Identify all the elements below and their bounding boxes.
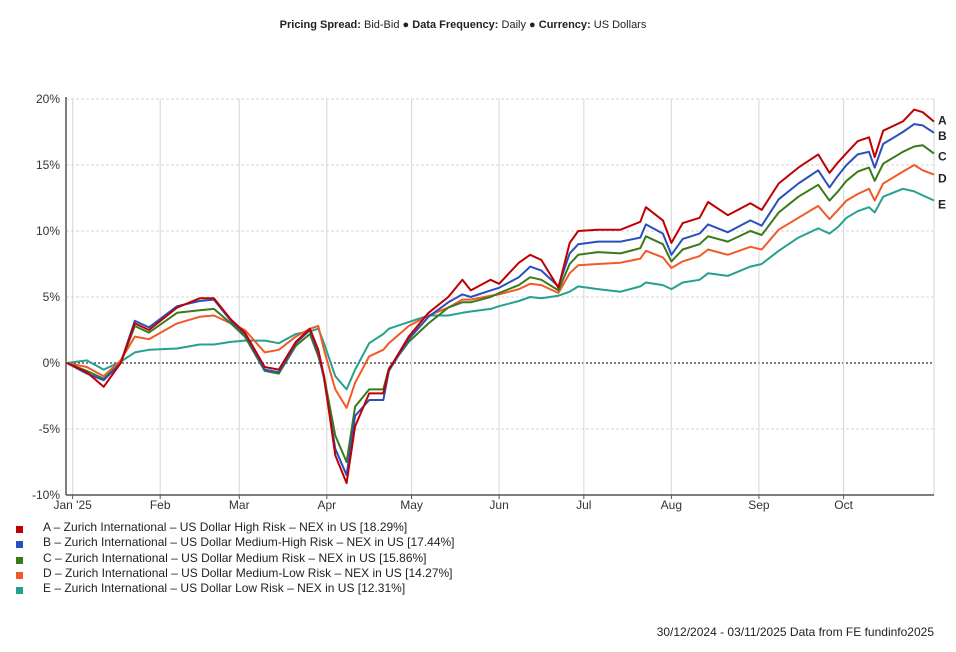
legend-item-B: B – Zurich International – US Dollar Med… xyxy=(16,535,455,550)
y-tick-label: 0% xyxy=(43,356,61,370)
x-tick-label: Mar xyxy=(229,498,250,512)
x-tick-label: Sep xyxy=(748,498,770,512)
series-end-label-A: A xyxy=(938,114,947,128)
series-line-E xyxy=(66,187,935,391)
legend-label: B – Zurich International – US Dollar Med… xyxy=(43,535,455,550)
legend-swatch xyxy=(16,541,23,549)
y-tick-label: 20% xyxy=(36,92,60,106)
legend-label: A – Zurich International – US Dollar Hig… xyxy=(43,520,408,534)
x-tick-label: Oct xyxy=(834,498,853,512)
x-tick-label: Aug xyxy=(661,498,682,512)
legend-item-D: D – Zurich International – US Dollar Med… xyxy=(16,566,455,581)
currency-value: US Dollars xyxy=(593,19,647,31)
legend-label: E – Zurich International – US Dollar Low… xyxy=(43,581,406,596)
y-tick-label: 10% xyxy=(36,224,60,238)
series-end-label-B: B xyxy=(938,129,947,143)
y-tick-label: 15% xyxy=(36,158,60,172)
separator: ● xyxy=(402,19,410,31)
legend-swatch xyxy=(16,556,23,564)
y-tick-label: 5% xyxy=(43,290,61,304)
legend-label: C – Zurich International – US Dollar Med… xyxy=(43,550,427,565)
legend-swatch xyxy=(16,526,23,534)
series-line-C xyxy=(66,144,935,463)
x-tick-label: May xyxy=(400,498,423,512)
legend-item-C: C – Zurich International – US Dollar Med… xyxy=(16,551,455,566)
frequency-value: Daily xyxy=(501,19,526,31)
chart-subtitle: Pricing Spread: Bid-Bid ● Data Frequency… xyxy=(0,19,926,31)
legend: A – Zurich International – US Dollar Hig… xyxy=(16,520,455,596)
y-tick-label: -10% xyxy=(32,488,60,502)
x-tick-label: Apr xyxy=(317,498,336,512)
x-tick-label: Jul xyxy=(576,498,591,512)
series-line-D xyxy=(66,164,935,409)
spread-value: Bid-Bid xyxy=(364,19,400,31)
frequency-label: Data Frequency: xyxy=(412,19,499,31)
series-end-label-D: D xyxy=(938,172,947,186)
legend-swatch xyxy=(16,587,23,595)
x-tick-label: Jan '25 xyxy=(53,498,92,512)
legend-label: D – Zurich International – US Dollar Med… xyxy=(43,565,453,580)
y-tick-label: -5% xyxy=(39,422,61,436)
legend-item-E: E – Zurich International – US Dollar Low… xyxy=(16,581,455,596)
series-end-label-E: E xyxy=(938,198,946,212)
series-line-A xyxy=(66,108,935,485)
currency-label: Currency: xyxy=(538,19,591,31)
separator: ● xyxy=(529,19,536,31)
spread-label: Pricing Spread: xyxy=(279,19,361,31)
legend-swatch xyxy=(16,572,23,580)
series-end-label-C: C xyxy=(938,150,947,164)
data-source-footer: 30/12/2024 - 03/11/2025 Data from FE fun… xyxy=(656,625,934,639)
legend-item-A: A – Zurich International – US Dollar Hig… xyxy=(16,520,455,535)
x-tick-label: Jun xyxy=(489,498,508,512)
x-tick-label: Feb xyxy=(150,498,171,512)
